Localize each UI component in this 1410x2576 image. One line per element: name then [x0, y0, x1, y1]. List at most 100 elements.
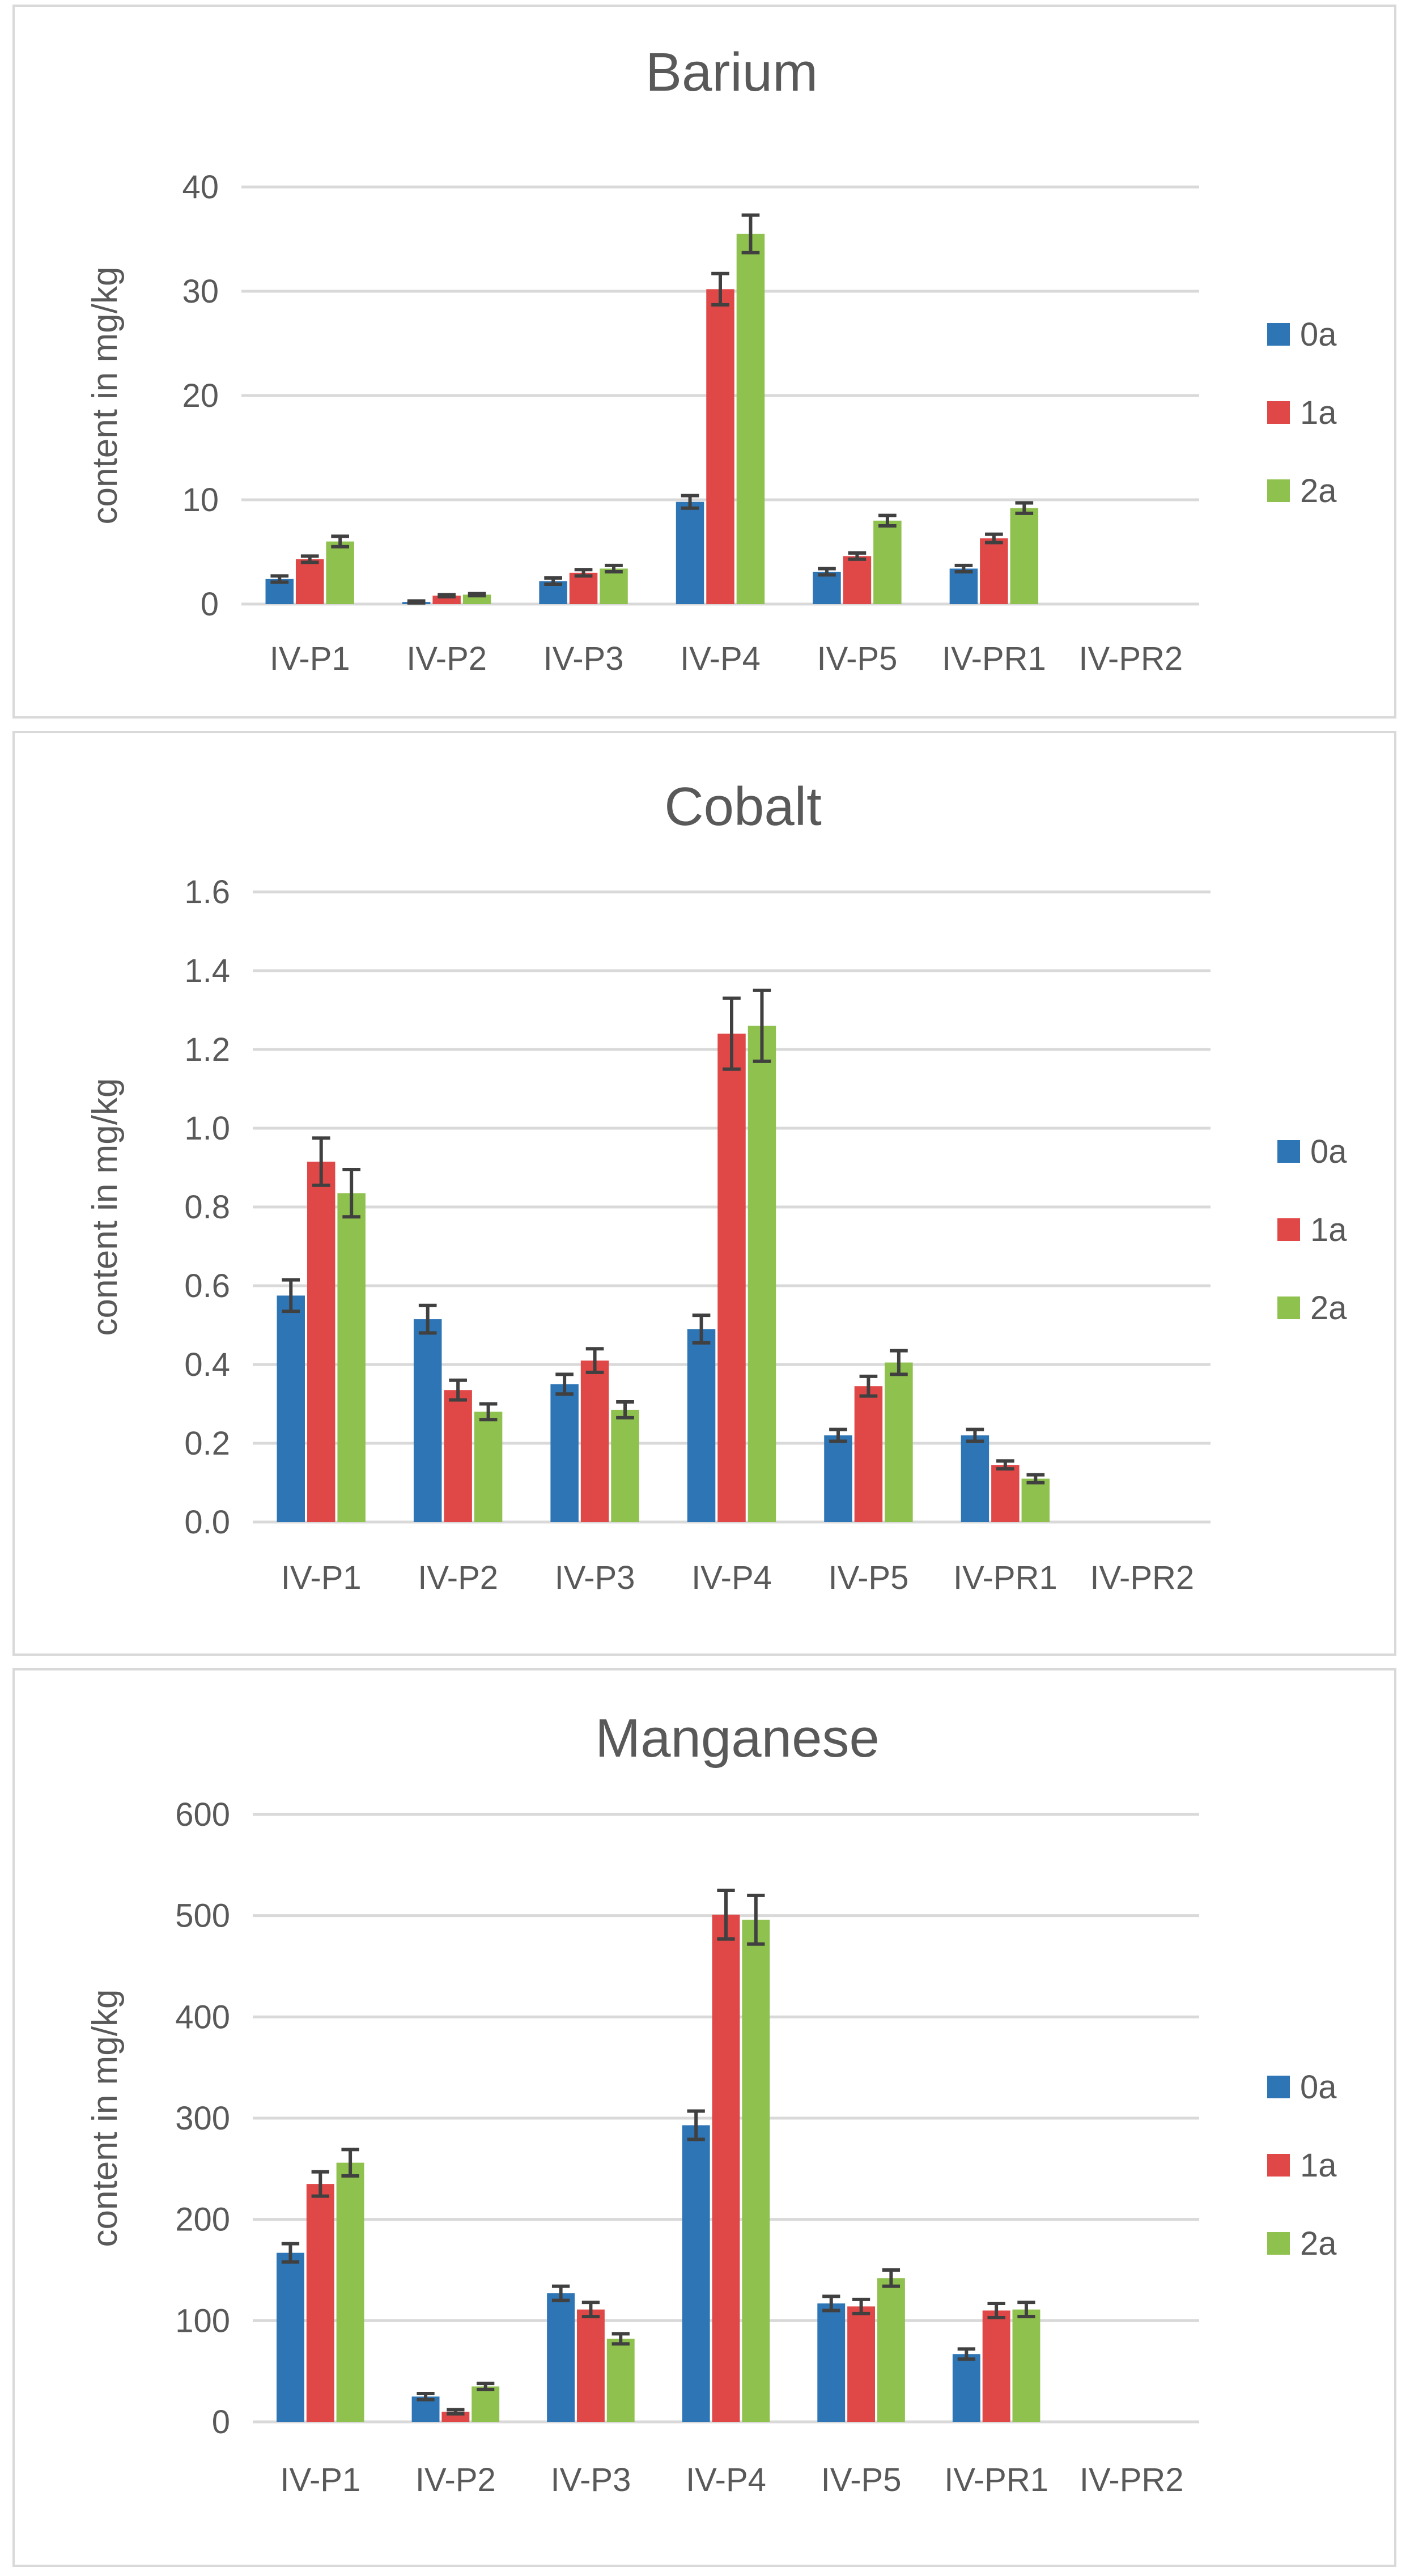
barium-bar-iv-p3-1a [569, 572, 598, 604]
cobalt-x-category-label: IV-P3 [555, 1559, 635, 1596]
cobalt-y-tick-label: 0.8 [184, 1189, 230, 1226]
barium-bar-iv-p4-2a [736, 233, 765, 604]
cobalt-bar-iv-pr1-0a [961, 1435, 989, 1522]
cobalt-legend-swatch-2a [1277, 1296, 1300, 1319]
manganese-error-bar-iv-pr1-1a [987, 2301, 1005, 2319]
manganese-error-bar-iv-p2-1a [447, 2408, 465, 2416]
manganese-legend-swatch-0a [1267, 2076, 1290, 2098]
manganese-y-tick-label: 400 [175, 1999, 230, 2035]
cobalt-y-tick-label: 0.2 [184, 1425, 230, 1462]
manganese-x-category-label: IV-PR1 [944, 2462, 1048, 2498]
cobalt-legend-label-1a: 1a [1310, 1212, 1347, 1248]
manganese-error-bar-iv-p5-0a [822, 2294, 840, 2313]
manganese-error-bar-iv-pr1-0a [957, 2347, 975, 2361]
cobalt-bar-iv-p5-1a [854, 1386, 883, 1522]
cobalt-bar-iv-p1-1a [307, 1162, 335, 1522]
barium-error-bar-iv-p5-0a [818, 567, 836, 577]
manganese-chart: Manganese 0 100 200 300 400 500 600 content in m… [86, 1708, 1337, 2498]
barium-legend-item-0a: 0a [1267, 316, 1337, 353]
cobalt-error-bar-iv-p5-1a [859, 1374, 878, 1398]
cobalt-x-category-label: IV-PR2 [1090, 1559, 1194, 1596]
cobalt-error-bar-iv-p1-1a [312, 1136, 330, 1187]
cobalt-legend-item-2a: 2a [1277, 1290, 1347, 1327]
cobalt-y-tick-label: 0.6 [184, 1268, 230, 1304]
cobalt-x-category-label: IV-PR1 [953, 1559, 1058, 1596]
cobalt-legend-swatch-1a [1277, 1218, 1300, 1241]
barium-x-category-label: IV-P4 [680, 640, 761, 677]
manganese-error-bar-iv-p3-0a [551, 2284, 570, 2302]
cobalt-bar-iv-pr1-2a [1021, 1478, 1050, 1522]
cobalt-bar-iv-p2-0a [413, 1319, 442, 1522]
barium-y-tick-label: 0 [201, 586, 219, 623]
cobalt-error-bar-iv-pr1-0a [966, 1427, 984, 1443]
manganese-x-category-label: IV-P1 [280, 2462, 360, 2498]
manganese-y-tick-label: 500 [175, 1898, 230, 1935]
manganese-bar-iv-p1-1a [306, 2184, 334, 2422]
manganese-error-bar-iv-p1-2a [341, 2148, 359, 2178]
barium-error-bar-iv-p5-1a [848, 551, 867, 561]
barium-error-bar-iv-pr1-0a [954, 563, 973, 573]
cobalt-legend-item-1a: 1a [1277, 1212, 1347, 1248]
manganese-error-bar-iv-p2-2a [477, 2382, 495, 2391]
manganese-error-bar-iv-p4-0a [687, 2109, 705, 2141]
manganese-legend-swatch-2a [1267, 2232, 1290, 2255]
barium-error-bar-iv-p4-1a [711, 271, 729, 307]
barium-error-bar-iv-p1-1a [300, 554, 319, 564]
manganese-bar-iv-p3-2a [606, 2339, 635, 2422]
cobalt-x-category-label: IV-P1 [281, 1559, 362, 1596]
manganese-x-category-label: IV-PR2 [1080, 2462, 1184, 2498]
manganese-error-bar-iv-p1-0a [281, 2242, 300, 2264]
barium-bar-iv-p1-1a [295, 559, 324, 604]
manganese-chart-title: Manganese [595, 1708, 880, 1769]
cobalt-error-bar-iv-pr1-1a [996, 1459, 1014, 1471]
cobalt-error-bar-iv-p2-1a [449, 1378, 467, 1402]
cobalt-chart-panel: Cobalt 0.0 0.2 0.4 0.6 0.8 1.0 1.2 1.4 1.6 content… [12, 731, 1396, 1656]
cobalt-error-bar-iv-p1-2a [342, 1167, 361, 1219]
manganese-bar-iv-p4-2a [742, 1919, 770, 2422]
cobalt-x-category-label: IV-P4 [691, 1559, 772, 1596]
manganese-error-bar-iv-p4-2a [747, 1893, 765, 1946]
manganese-x-category-label: IV-P2 [415, 2462, 496, 2498]
cobalt-bar-iv-p4-2a [748, 1026, 776, 1522]
cobalt-legend-item-0a: 0a [1277, 1133, 1347, 1170]
manganese-legend-swatch-1a [1267, 2154, 1290, 2177]
manganese-error-bar-iv-p3-2a [611, 2332, 630, 2346]
barium-error-bar-iv-p5-2a [878, 513, 897, 528]
barium-bar-iv-pr1-1a [980, 538, 1008, 604]
cobalt-y-tick-label: 1.2 [184, 1031, 230, 1068]
barium-y-axis-title: content in mg/kg [86, 267, 125, 525]
barium-error-bar-iv-p3-0a [544, 576, 562, 586]
manganese-bar-iv-pr1-1a [982, 2310, 1010, 2422]
barium-x-category-label: IV-P3 [543, 640, 624, 677]
cobalt-chart: Cobalt 0.0 0.2 0.4 0.6 0.8 1.0 1.2 1.4 1.6 content… [86, 776, 1347, 1596]
barium-legend-label-2a: 2a [1300, 473, 1337, 509]
cobalt-error-bar-iv-p5-0a [829, 1427, 847, 1443]
manganese-bar-iv-p4-0a [682, 2125, 710, 2422]
manganese-legend-label-2a: 2a [1300, 2225, 1337, 2262]
cobalt-error-bar-iv-p3-1a [585, 1347, 604, 1374]
manganese-y-tick-label: 100 [175, 2302, 230, 2339]
cobalt-chart-title: Cobalt [664, 776, 822, 837]
cobalt-error-bar-iv-p1-0a [282, 1278, 300, 1313]
cobalt-bar-iv-p4-0a [687, 1329, 716, 1522]
manganese-chart-panel: Manganese 0 100 200 300 400 500 600 content in m… [12, 1668, 1396, 2567]
barium-error-bar-iv-p3-1a [574, 568, 593, 578]
barium-x-category-label: IV-PR1 [942, 640, 1046, 677]
cobalt-bar-iv-p3-2a [611, 1409, 639, 1522]
manganese-error-bar-iv-p1-1a [311, 2170, 329, 2198]
barium-error-bar-iv-p2-0a [407, 599, 426, 605]
barium-y-tick-label: 40 [182, 169, 219, 206]
barium-bar-iv-p5-0a [813, 571, 841, 604]
cobalt-y-tick-label: 1.4 [184, 953, 230, 989]
manganese-x-category-label: IV-P3 [550, 2462, 631, 2498]
cobalt-y-tick-label: 1.6 [184, 874, 230, 911]
barium-error-bar-iv-p3-2a [605, 563, 623, 573]
manganese-y-tick-label: 0 [212, 2404, 230, 2441]
manganese-bar-iv-p1-0a [277, 2252, 304, 2422]
barium-error-bar-iv-p1-2a [331, 534, 350, 549]
cobalt-x-category-label: IV-P5 [828, 1559, 908, 1596]
cobalt-legend-label-0a: 0a [1310, 1133, 1347, 1170]
barium-bar-iv-p1-2a [326, 541, 354, 604]
manganese-legend-label-1a: 1a [1300, 2147, 1337, 2184]
barium-error-bar-iv-p4-2a [741, 213, 760, 254]
